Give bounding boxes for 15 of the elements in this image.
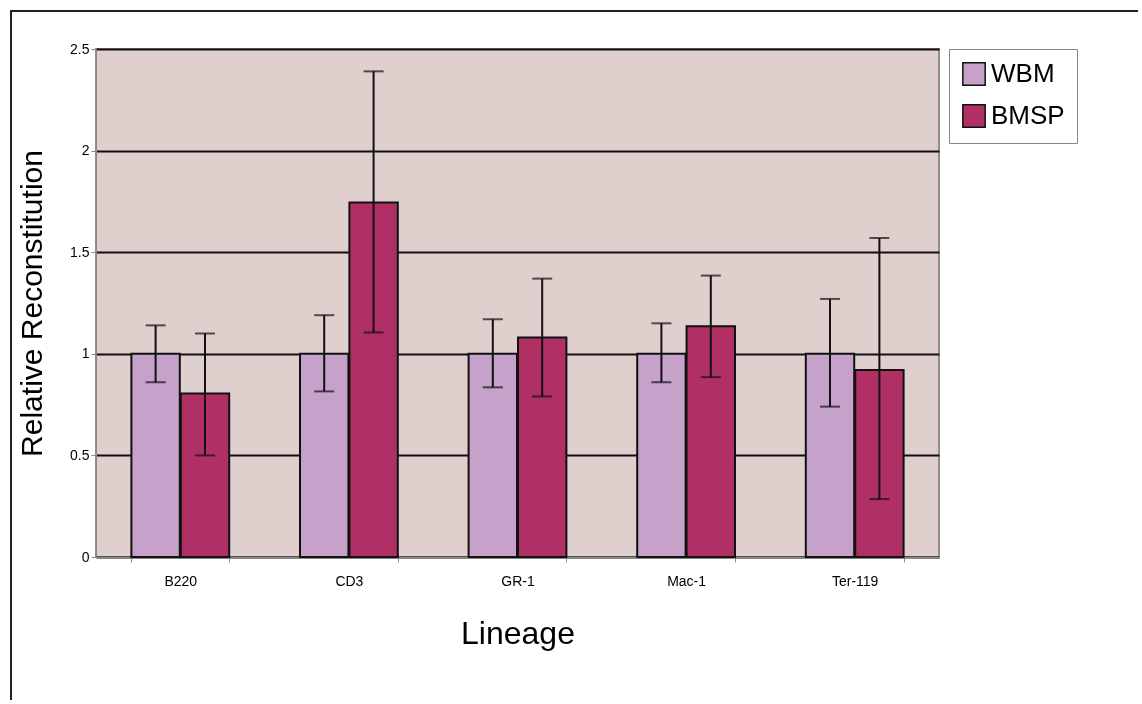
legend-label: WBM (991, 58, 1055, 88)
y-tick-label: 0.5 (70, 446, 90, 463)
x-tick-label: Mac-1 (667, 572, 707, 589)
x-tick-label: CD3 (335, 572, 364, 589)
y-tick-label: 2.5 (70, 40, 90, 57)
x-tick-label: GR-1 (501, 572, 535, 589)
y-tick-label: 1 (81, 345, 90, 362)
y-tick-label: 1.5 (70, 243, 90, 260)
x-tick-label: B220 (164, 572, 198, 589)
x-tick-label: Ter-119 (831, 572, 879, 589)
y-tick-label: 2 (81, 142, 90, 159)
legend-label: BMSP (991, 100, 1065, 130)
y-axis-title: Relative Reconstitution (15, 150, 49, 457)
y-tick-label: 0 (81, 548, 90, 565)
x-axis-title: Lineage (461, 614, 575, 651)
